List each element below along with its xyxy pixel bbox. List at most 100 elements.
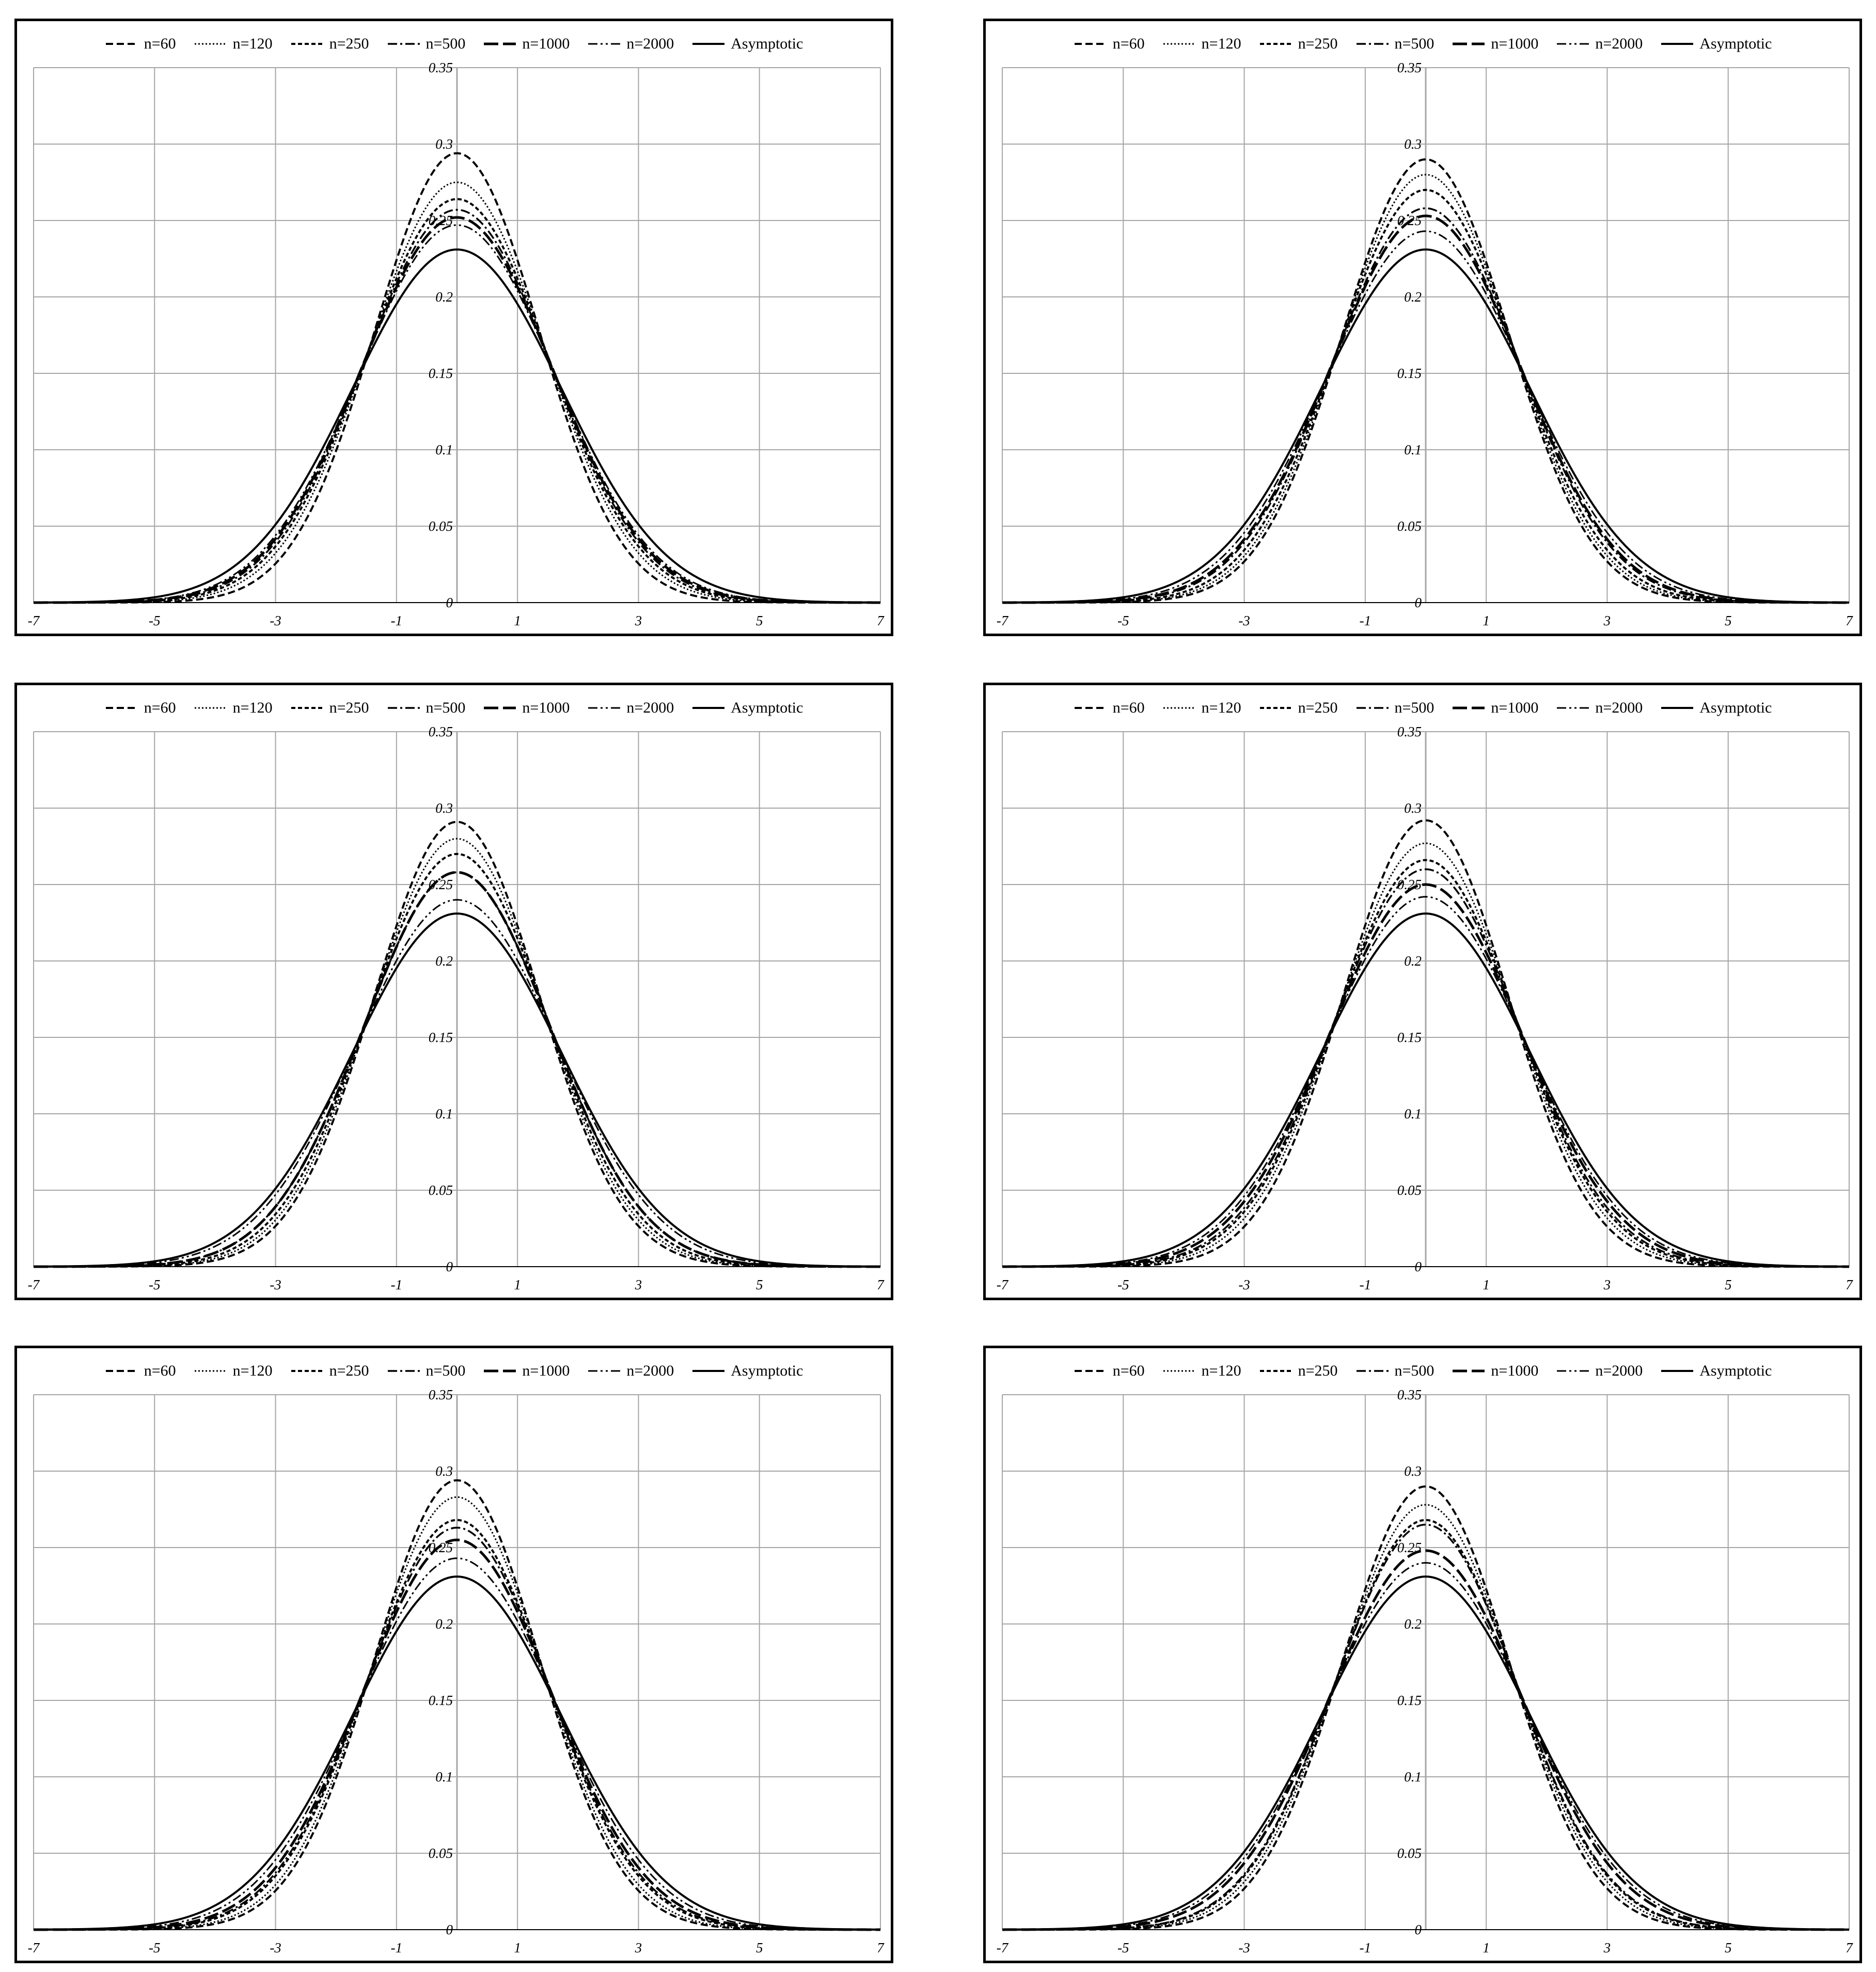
series-line-n-1000	[1002, 1549, 1850, 1931]
legend-item: n=60	[1074, 35, 1145, 53]
y-tick-label: 0	[446, 595, 453, 610]
legend-label: Asymptotic	[731, 699, 803, 716]
y-tick-label: 0.15	[429, 366, 453, 381]
x-tick-label: -7	[997, 1940, 1009, 1955]
legend-label: n=120	[1201, 699, 1241, 716]
y-tick-label: 0.2	[1404, 953, 1422, 969]
y-tick-label: 0.1	[435, 1769, 453, 1785]
y-tick-label: 0.2	[1404, 289, 1422, 305]
x-tick-label: -7	[28, 1940, 40, 1955]
y-tick-label: 0.2	[435, 289, 453, 305]
x-tick-label: 1	[1483, 613, 1490, 628]
legend-swatch	[1453, 706, 1485, 709]
series-line-n-2000	[1002, 1562, 1850, 1931]
x-tick-label: 3	[635, 1277, 642, 1292]
y-tick-label: 0.05	[429, 1845, 453, 1861]
y-tick-label: 0.25	[429, 1540, 453, 1555]
legend-label: n=500	[1394, 1362, 1434, 1379]
plot-area: 0 0.05 0.1 0.15 0.2 0.25 0.3 0.35 -7 -5 -3 -1 1 3 5 7	[997, 724, 1854, 1292]
x-tick-label: -7	[28, 613, 40, 628]
x-tick-label: 7	[1846, 1940, 1853, 1955]
legend-item: n=2000	[1556, 1362, 1643, 1380]
legend-item: n=120	[1162, 699, 1241, 717]
series-line-asymptotic	[1002, 912, 1849, 1268]
legend-item: n=120	[194, 35, 273, 53]
y-tick-label: 0.2	[435, 953, 453, 969]
legend-label: Asymptotic	[1699, 699, 1772, 716]
y-tick-label: 0.3	[435, 136, 453, 152]
y-tick-label: 0.25	[1397, 1540, 1422, 1555]
series-line-n-250	[34, 853, 880, 1268]
series-line-n-500	[1002, 868, 1849, 1268]
y-tick-label: 0.35	[1397, 60, 1422, 75]
x-tick-label: -3	[1238, 613, 1250, 628]
y-tick-label: 0.35	[1397, 1387, 1422, 1402]
legend-label: n=2000	[1595, 35, 1643, 52]
legend-item: n=2000	[587, 1362, 674, 1380]
legend-swatch	[194, 1370, 227, 1372]
y-tick-label: 0	[446, 1922, 453, 1937]
legend-swatch	[1557, 707, 1589, 709]
x-tick-label: 3	[635, 613, 642, 628]
x-tick-label: 3	[1603, 613, 1611, 628]
legend-label: n=250	[329, 699, 369, 716]
legend-swatch	[588, 43, 621, 45]
legend-swatch	[194, 707, 227, 709]
legend-swatch	[1259, 1370, 1292, 1372]
legend-item: n=500	[387, 1362, 465, 1380]
legend-label: n=250	[1298, 1362, 1338, 1379]
legend-label: n=60	[144, 35, 176, 52]
legend-label: Asymptotic	[1699, 35, 1772, 52]
y-tick-label: 0.35	[429, 724, 453, 739]
series-line-n-60	[1002, 819, 1849, 1268]
y-tick-label: 0.15	[429, 1030, 453, 1045]
x-tick-label: 7	[1846, 613, 1853, 628]
x-tick-label: 7	[1846, 1277, 1853, 1292]
legend-swatch	[692, 1370, 725, 1372]
legend-swatch	[291, 1370, 323, 1372]
legend: n=60 n=120 n=250 n=500 n=1000 n=2000 Asymptoti…	[986, 28, 1859, 59]
x-tick-label: 3	[635, 1940, 642, 1955]
series-line-asymptotic	[34, 1575, 880, 1931]
x-tick-label: 7	[877, 613, 885, 628]
legend-item: n=250	[290, 35, 369, 53]
legend-label: n=120	[232, 35, 273, 52]
x-tick-label: -1	[391, 613, 403, 628]
legend-item: n=500	[1355, 35, 1434, 53]
x-tick-label: 1	[514, 613, 521, 628]
y-tick-label: 0.05	[429, 1182, 453, 1198]
legend-label: n=1000	[1491, 699, 1539, 716]
x-tick-label: 5	[1725, 1940, 1732, 1955]
legend-swatch	[1356, 43, 1389, 45]
chart-panel-3: n=60 n=120 n=250 n=500 n=1000 n=2000 Asymptoti…	[14, 683, 893, 1300]
chart-panel-5: n=60 n=120 n=250 n=500 n=1000 n=2000 Asymptoti…	[14, 1346, 893, 1963]
legend-label: n=500	[425, 35, 466, 52]
chart-panel-1: n=60 n=120 n=250 n=500 n=1000 n=2000 Asymptoti…	[14, 19, 893, 636]
y-tick-label: 0.3	[435, 800, 453, 816]
legend-item: n=120	[194, 1362, 273, 1380]
y-tick-label: 0.3	[1404, 136, 1422, 152]
y-tick-label: 0.1	[1404, 1769, 1422, 1785]
legend-item: n=60	[1074, 699, 1145, 717]
x-tick-label: -3	[270, 1277, 281, 1292]
legend-label: n=250	[1298, 35, 1338, 52]
legend-item: n=60	[1074, 1362, 1145, 1380]
legend-item: n=500	[387, 699, 465, 717]
legend-item: n=250	[290, 1362, 369, 1380]
series-line-n-2000	[33, 1557, 881, 1931]
legend-swatch	[1074, 43, 1107, 45]
legend-swatch	[105, 1370, 138, 1372]
x-tick-label: -5	[149, 613, 161, 628]
x-tick-label: 1	[514, 1277, 521, 1292]
legend-item: n=1000	[483, 1362, 570, 1380]
y-tick-label: 0.3	[435, 1463, 453, 1479]
series-line-n-1000	[33, 1538, 881, 1931]
plot-area: 0 0.05 0.1 0.15 0.2 0.25 0.3 0.35 -7 -5 -3 -1 1 3 5 7	[28, 724, 885, 1292]
legend-swatch	[1163, 43, 1195, 45]
legend-item: Asymptotic	[691, 35, 803, 53]
series-line-n-1000	[33, 871, 881, 1268]
legend-label: n=1000	[1491, 35, 1539, 52]
y-tick-label: 0.3	[1404, 800, 1422, 816]
y-tick-label: 0.25	[1397, 213, 1422, 228]
plot-area: 0 0.05 0.1 0.15 0.2 0.25 0.3 0.35 -7 -5 -3 -1 1 3 5 7	[28, 1387, 885, 1955]
